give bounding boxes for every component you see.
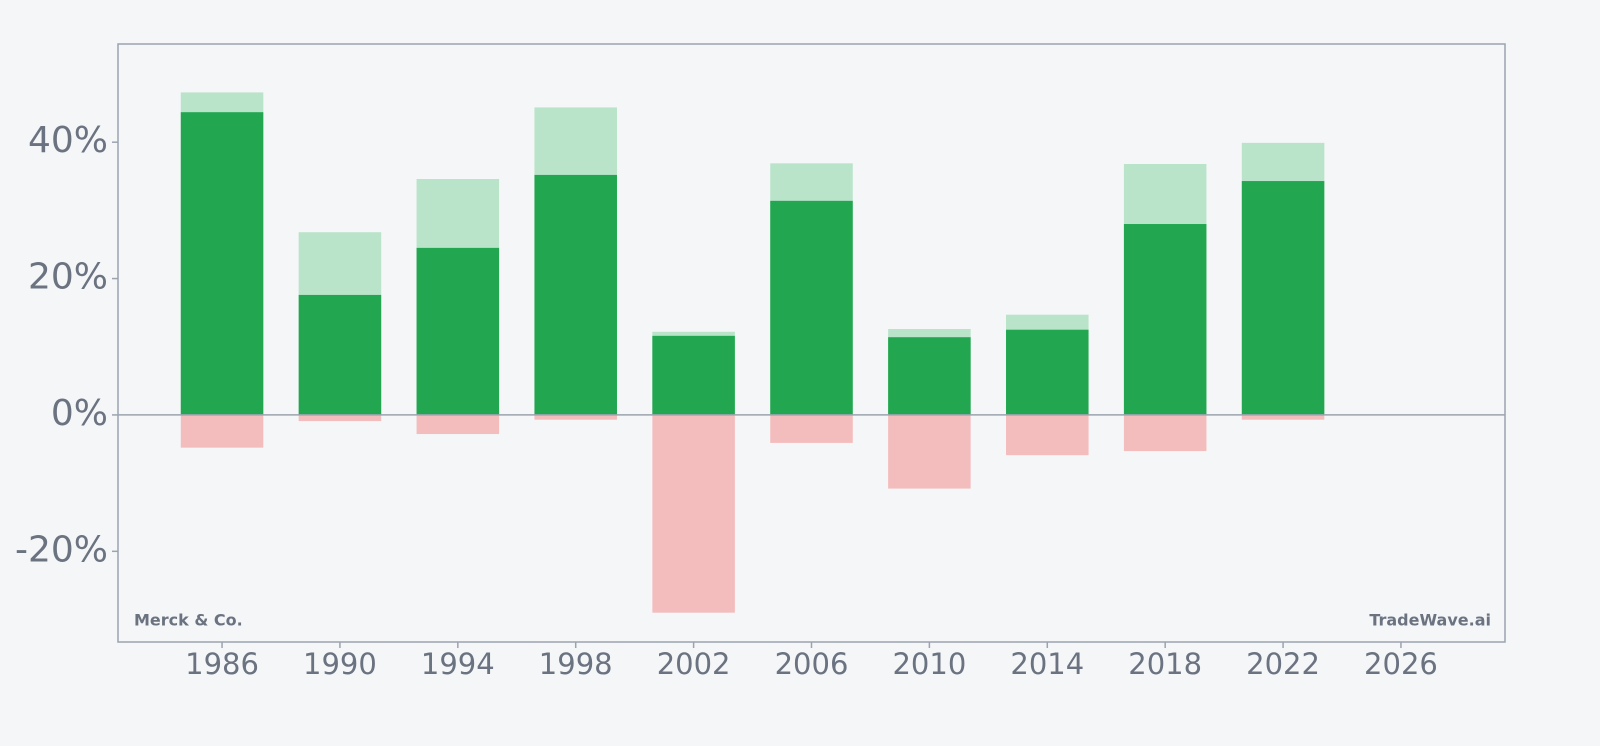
bar	[1241, 181, 1325, 415]
bar	[1123, 414, 1207, 452]
bar	[298, 414, 382, 422]
bar	[416, 414, 500, 435]
bar	[180, 414, 264, 448]
bar	[770, 414, 853, 443]
x-tick-label: 1990	[303, 647, 377, 681]
x-tick-label: 1994	[421, 647, 495, 681]
watermark-left: Merck & Co.	[134, 611, 243, 630]
y-tick-label: 20%	[28, 257, 108, 298]
x-tick-label: 2018	[1128, 647, 1202, 681]
y-tick-label: -20%	[15, 529, 108, 570]
bar	[534, 174, 617, 415]
bar	[534, 414, 617, 420]
y-tick-label: 40%	[28, 120, 108, 161]
bar	[888, 337, 971, 415]
bar	[888, 414, 971, 489]
bar	[770, 200, 853, 415]
bar	[1006, 329, 1089, 415]
watermark-right: TradeWave.ai	[1369, 611, 1491, 630]
bar	[298, 294, 382, 415]
bar	[180, 112, 264, 415]
x-tick-label: 1998	[539, 647, 613, 681]
bar	[1006, 414, 1089, 456]
y-tick-label: 0%	[51, 393, 108, 434]
x-tick-label: 2014	[1010, 647, 1084, 681]
x-tick-label: 1986	[185, 647, 259, 681]
x-tick-label: 2002	[657, 647, 731, 681]
bar	[416, 247, 500, 415]
x-tick-label: 2010	[892, 647, 966, 681]
bar	[1241, 414, 1325, 420]
bar	[652, 414, 735, 613]
x-tick-label: 2026	[1364, 647, 1438, 681]
x-tick-label: 2022	[1246, 647, 1320, 681]
bar	[652, 335, 735, 415]
x-tick-label: 2006	[775, 647, 849, 681]
bar	[1123, 224, 1207, 415]
